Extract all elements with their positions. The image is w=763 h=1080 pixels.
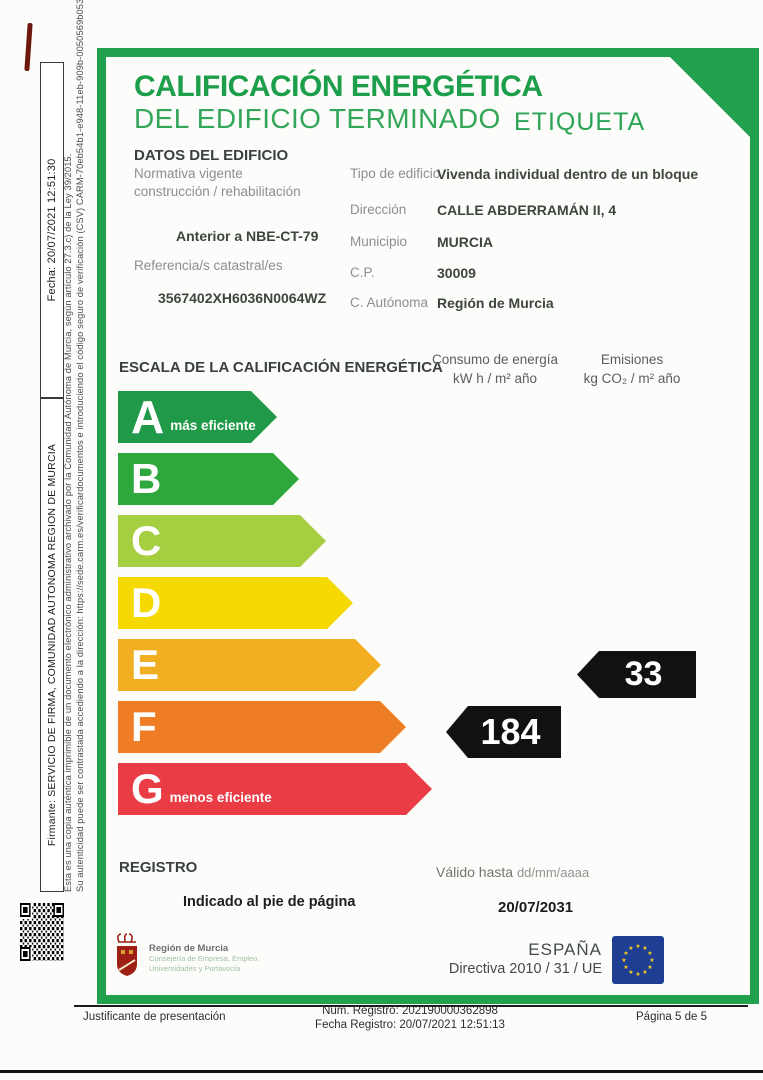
field-value-tipo: Vivenda individual dentro de un bloque xyxy=(437,166,699,182)
svg-text:★: ★ xyxy=(628,945,633,952)
footer-left-text: Justificante de presentación xyxy=(83,1011,226,1023)
signature-date-band: Fecha: 20/07/2021 12:51:30 xyxy=(40,62,64,398)
valid-until-value: 20/07/2031 xyxy=(498,899,574,916)
certificate-frame xyxy=(97,48,759,1004)
pen-mark xyxy=(24,22,33,72)
rating-band-g: G menos eficiente xyxy=(118,763,432,815)
logo-region-name: Región de Murcia xyxy=(149,943,229,954)
signature-date-text: Fecha: 20/07/2021 12:51:30 xyxy=(46,158,58,302)
registro-value: Indicado al pie de página xyxy=(183,894,356,910)
corner-triangle xyxy=(661,48,759,146)
rating-band-f: F xyxy=(118,701,406,753)
field-value-direccion: CALLE ABDERRAMÁN II, 4 xyxy=(437,202,617,218)
svg-text:★: ★ xyxy=(647,950,652,957)
field-value-municipio: MURCIA xyxy=(437,234,493,250)
field-label-autonoma: C. Autónoma xyxy=(350,295,429,310)
field-label-tipo: Tipo de edificio xyxy=(350,166,441,181)
scale-heading: ESCALA DE LA CALIFICACIÓN ENERGÉTICA xyxy=(119,359,443,376)
emisiones-column-header: Emisiones kg CO₂ / m² año xyxy=(583,352,681,386)
svg-text:★: ★ xyxy=(623,964,628,971)
svg-text:★: ★ xyxy=(642,969,647,976)
footer-registry-block: Núm. Registro: 202190000362898 Fecha Reg… xyxy=(270,1004,550,1033)
field-value-cp: 30009 xyxy=(437,265,476,281)
svg-text:★: ★ xyxy=(628,969,633,976)
certificate-title-line1: CALIFICACIÓN ENERGÉTICA xyxy=(134,70,543,103)
footer-divider xyxy=(74,1005,748,1007)
qr-code xyxy=(20,903,64,961)
page-number: Página 5 de 5 xyxy=(636,1011,707,1023)
valid-until-label: Válido hasta dd/mm/aaaa xyxy=(436,864,590,880)
eu-flag-icon: ★ ★★ ★★★ ★★★ ★★★ xyxy=(612,936,664,984)
rating-band-d: D xyxy=(118,577,353,629)
legal-verification-line: Su autenticidad puede ser contrastada ac… xyxy=(75,0,85,892)
consumo-column-header: Consumo de energía kW h / m² año xyxy=(431,352,559,386)
rating-band-a: A más eficiente xyxy=(118,391,277,443)
field-value-autonoma: Región de Murcia xyxy=(437,295,554,311)
rating-band-e: E xyxy=(118,639,381,691)
logo-department-line1: Consejería de Empresa, Empleo, xyxy=(149,954,260,963)
field-label-cp: C.P. xyxy=(350,265,375,280)
emisiones-value-arrow: 33 xyxy=(577,651,696,698)
logo-department-line2: Universidades y Portavocía xyxy=(149,963,241,973)
svg-text:★: ★ xyxy=(642,945,647,952)
registry-date: Fecha Registro: 20/07/2021 12:51:13 xyxy=(315,1019,505,1032)
field-label-municipio: Municipio xyxy=(350,234,408,249)
normativa-label-line2: construcción / rehabilitación xyxy=(134,184,301,199)
least-efficient-note: menos eficiente xyxy=(169,789,272,805)
rating-band-b: B xyxy=(118,453,299,505)
murcia-coat-of-arms-icon xyxy=(117,933,137,976)
murcia-government-logo: Región de Murcia Consejería de Empresa, … xyxy=(112,930,259,980)
normativa-label-line1: Normativa vigente xyxy=(134,166,243,181)
consumo-value-arrow: 184 xyxy=(446,706,561,758)
certificate-title-line2: DEL EDIFICIO TERMINADO xyxy=(134,103,501,134)
building-data-heading: DATOS DEL EDIFICIO xyxy=(134,147,289,164)
svg-text:★: ★ xyxy=(635,971,640,978)
svg-text:★: ★ xyxy=(649,957,654,964)
svg-text:★: ★ xyxy=(635,943,640,950)
svg-text:★: ★ xyxy=(647,964,652,971)
registry-number: Núm. Registro: 202190000362898 xyxy=(322,1005,498,1017)
espana-label: ESPAÑA xyxy=(528,940,602,959)
catastral-label: Referencia/s catastral/es xyxy=(134,258,283,273)
date-format-hint: dd/mm/aaaa xyxy=(516,865,590,880)
most-efficient-note: más eficiente xyxy=(170,417,256,433)
legal-copy-line: Esta es una copia auténtica imprimible d… xyxy=(63,153,73,892)
svg-text:★: ★ xyxy=(623,950,628,957)
rating-band-c: C xyxy=(118,515,326,567)
etiqueta-badge: ETIQUETA xyxy=(514,108,646,136)
catastral-value: 3567402XH6036N0064WZ xyxy=(158,290,327,306)
page-edge-line xyxy=(0,1070,763,1073)
field-label-direccion: Dirección xyxy=(350,202,407,217)
svg-text:★: ★ xyxy=(621,957,626,964)
signer-text: Firmante: SERVICIO DE FIRMA, COMUNIDAD A… xyxy=(46,443,58,847)
directive-label: Directiva 2010 / 31 / UE xyxy=(448,961,602,977)
energy-rating-scale: A más eficiente B C D E F G menos eficie… xyxy=(118,391,432,825)
normativa-value: Anterior a NBE-CT-79 xyxy=(176,228,319,244)
registro-heading: REGISTRO xyxy=(119,859,198,876)
signer-band: Firmante: SERVICIO DE FIRMA, COMUNIDAD A… xyxy=(40,398,64,892)
